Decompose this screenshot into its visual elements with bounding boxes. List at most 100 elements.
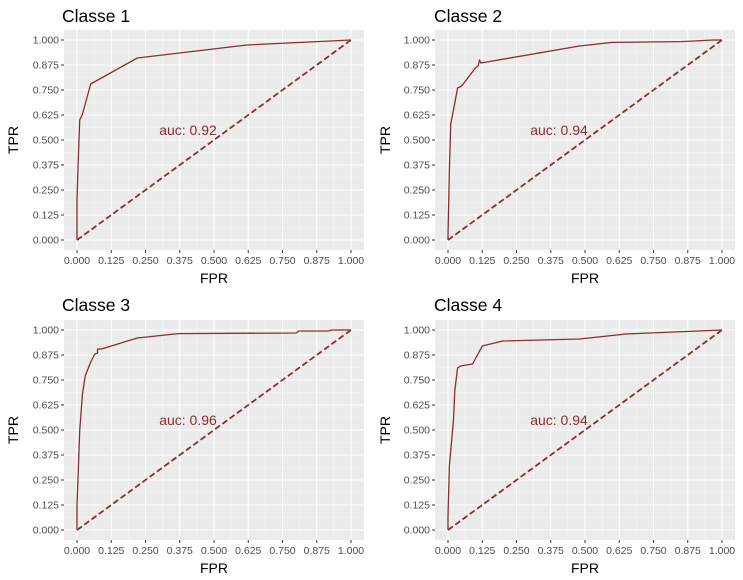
x-tick-label: 0.750 — [269, 545, 295, 557]
y-tick-label: 0.500 — [33, 135, 59, 147]
y-tick-label: 0.000 — [404, 235, 430, 247]
y-tick-label: 0.000 — [404, 525, 430, 537]
x-tick-label: 0.625 — [235, 255, 261, 267]
x-tick-label: 0.875 — [675, 545, 701, 557]
x-tick-label: 0.250 — [503, 545, 529, 557]
x-tick-label: 0.500 — [201, 255, 227, 267]
auc-annotation: auc: 0.92 — [159, 122, 217, 138]
chance-diagonal-line — [76, 329, 352, 531]
x-axis-label: FPR — [571, 270, 599, 286]
y-tick-label: 1.000 — [33, 35, 59, 47]
y-tick-label: 0.375 — [404, 450, 430, 462]
x-tick-label: 0.250 — [503, 255, 529, 267]
roc-curve-line — [76, 39, 352, 240]
y-tick-label: 0.375 — [404, 160, 430, 172]
x-tick-label: 0.375 — [538, 255, 564, 267]
roc-curve-line — [76, 329, 351, 530]
y-tick-label: 0.500 — [404, 135, 430, 147]
x-tick-label: 0.375 — [538, 545, 564, 557]
x-tick-label: 0.000 — [64, 545, 90, 557]
y-tick-label: 0.750 — [404, 375, 430, 387]
x-tick-label: 0.875 — [304, 255, 330, 267]
y-tick-label: 0.125 — [404, 500, 430, 512]
auc-annotation: auc: 0.94 — [530, 122, 588, 138]
auc-annotation: auc: 0.96 — [159, 412, 217, 428]
y-tick-label: 0.875 — [33, 60, 59, 72]
x-tick-label: 0.000 — [435, 255, 461, 267]
y-axis-label: TPR — [377, 126, 393, 154]
y-tick-label: 0.875 — [33, 350, 59, 362]
y-tick-label: 0.750 — [404, 85, 430, 97]
roc-panel-1: 0.000 0.125 0.250 0.375 0.500 0.625 0.750 0.875… — [5, 6, 364, 286]
x-tick-label: 1.000 — [709, 255, 735, 267]
x-tick-label: 0.250 — [132, 545, 158, 557]
roc-panel-4: 0.000 0.125 0.250 0.375 0.500 0.625 0.750 0.875… — [377, 295, 735, 576]
x-tick-label: 0.625 — [606, 255, 632, 267]
y-tick-label: 1.000 — [404, 35, 430, 47]
panel-title: Classe 2 — [434, 6, 502, 26]
y-tick-label: 0.625 — [33, 400, 59, 412]
y-tick-label: 0.375 — [33, 450, 59, 462]
roc-panel-3: 0.000 0.125 0.250 0.375 0.500 0.625 0.750 0.875… — [5, 295, 364, 576]
y-tick-label: 0.125 — [33, 210, 59, 222]
y-tick-label: 0.250 — [33, 475, 59, 487]
panel-title: Classe 4 — [434, 295, 502, 315]
x-tick-label: 0.750 — [640, 255, 666, 267]
x-tick-label: 0.625 — [235, 545, 261, 557]
y-tick-label: 0.125 — [404, 210, 430, 222]
y-tick-label: 1.000 — [33, 325, 59, 337]
y-axis-label: TPR — [5, 126, 21, 154]
x-axis-label: FPR — [571, 560, 599, 576]
y-tick-label: 0.625 — [33, 110, 59, 122]
y-tick-label: 0.500 — [404, 425, 430, 437]
x-tick-label: 0.000 — [64, 255, 90, 267]
roc-curve-line — [447, 39, 722, 240]
auc-annotation: auc: 0.94 — [530, 412, 588, 428]
y-tick-label: 0.500 — [33, 425, 59, 437]
chance-diagonal-line — [447, 39, 723, 241]
chance-diagonal-line — [76, 39, 352, 241]
y-axis-label: TPR — [5, 416, 21, 444]
y-tick-label: 1.000 — [404, 325, 430, 337]
x-tick-label: 0.750 — [640, 545, 666, 557]
y-tick-label: 0.750 — [33, 375, 59, 387]
x-tick-label: 1.000 — [338, 545, 364, 557]
y-tick-label: 0.250 — [33, 185, 59, 197]
panel-title: Classe 3 — [62, 295, 130, 315]
x-tick-label: 0.500 — [201, 545, 227, 557]
x-axis-label: FPR — [200, 560, 228, 576]
y-axis-label: TPR — [377, 416, 393, 444]
y-tick-label: 0.250 — [404, 475, 430, 487]
y-tick-label: 0.750 — [33, 85, 59, 97]
roc-panel-2: 0.000 0.125 0.250 0.375 0.500 0.625 0.750 0.875… — [377, 6, 735, 286]
y-tick-label: 0.000 — [33, 235, 59, 247]
y-tick-label: 0.375 — [33, 160, 59, 172]
y-tick-label: 0.875 — [404, 60, 430, 72]
x-tick-label: 0.500 — [572, 255, 598, 267]
y-tick-label: 0.875 — [404, 350, 430, 362]
x-tick-label: 1.000 — [709, 545, 735, 557]
x-tick-label: 0.250 — [132, 255, 158, 267]
x-tick-label: 0.125 — [98, 255, 124, 267]
y-tick-label: 0.625 — [404, 400, 430, 412]
x-tick-label: 0.875 — [675, 255, 701, 267]
x-tick-label: 0.125 — [469, 545, 495, 557]
y-tick-label: 0.125 — [33, 500, 59, 512]
y-tick-label: 0.625 — [404, 110, 430, 122]
x-tick-label: 1.000 — [338, 255, 364, 267]
x-axis-label: FPR — [200, 270, 228, 286]
chance-diagonal-line — [447, 329, 723, 531]
x-tick-label: 0.375 — [167, 255, 193, 267]
x-tick-label: 0.875 — [304, 545, 330, 557]
y-tick-label: 0.000 — [33, 525, 59, 537]
y-tick-label: 0.250 — [404, 185, 430, 197]
x-tick-label: 0.500 — [572, 545, 598, 557]
x-tick-label: 0.000 — [435, 545, 461, 557]
x-tick-label: 0.625 — [606, 545, 632, 557]
x-tick-label: 0.375 — [167, 545, 193, 557]
panel-title: Classe 1 — [62, 6, 130, 26]
roc-curve-line — [447, 329, 723, 530]
x-tick-label: 0.125 — [469, 255, 495, 267]
x-tick-label: 0.125 — [98, 545, 124, 557]
